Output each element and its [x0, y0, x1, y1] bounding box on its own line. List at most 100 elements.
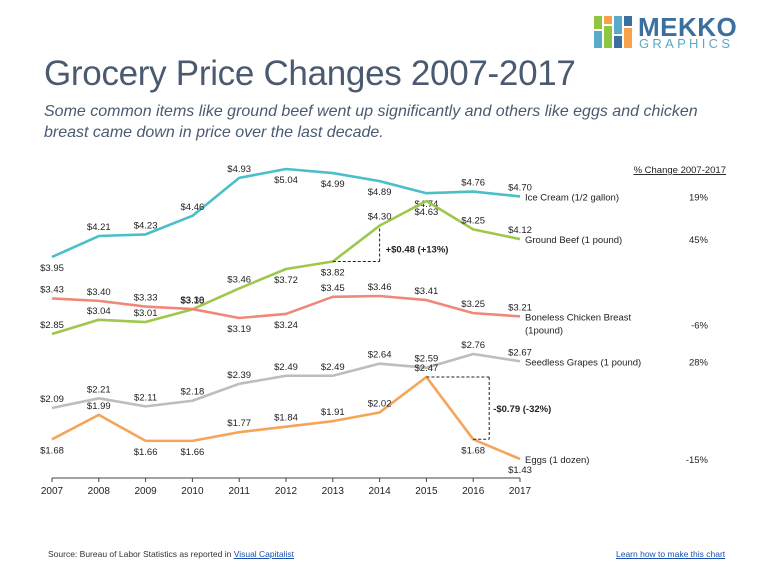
visual-capitalist-link[interactable]: Visual Capitalist: [233, 549, 295, 559]
grapes-point-label: $2.49: [321, 362, 345, 373]
grapes-point-label: $2.18: [181, 387, 205, 398]
eggs-line: [51, 375, 521, 461]
chicken-point-label: $3.30: [181, 295, 205, 306]
x-tick-label: 2013: [322, 486, 345, 497]
x-tick-label: 2010: [181, 486, 204, 497]
eggs-point-label: $1.91: [321, 407, 345, 418]
ground-beef-point-label: $3.01: [134, 308, 158, 319]
eggs-point-label: $1.84: [274, 413, 298, 424]
chicken-point-label: $3.24: [274, 320, 298, 331]
ice-cream-point-label: $4.23: [134, 220, 158, 231]
logo-block-orange-2: [624, 28, 632, 48]
eggs-point-label: $2.02: [368, 398, 392, 409]
ice-cream-point-label: $4.46: [181, 202, 205, 213]
chicken-point-label: $3.21: [508, 302, 532, 313]
x-tick-label: 2012: [275, 486, 298, 497]
ground-beef-series-label: Ground Beef (1 pound): [525, 235, 622, 246]
eggs-change-value: -15%: [686, 455, 709, 466]
ice-cream-point-label: $5.04: [274, 175, 298, 186]
page-title: Grocery Price Changes 2007-2017: [44, 54, 576, 93]
logo-block-darkblue-2: [614, 36, 622, 48]
grapes-change-value: 28%: [689, 357, 709, 368]
eggs-point-label: $1.68: [40, 445, 64, 456]
mekko-logo: MEKKO GRAPHICS: [590, 12, 760, 51]
source-text: Source: Bureau of Labor Statistics as re…: [48, 549, 234, 559]
chicken-point-label: $3.46: [368, 282, 392, 293]
line-chart: 2007 2008 2009 2010 2011 2012 2013 2014 2015 2016…: [40, 164, 726, 497]
chicken-point-label: $3.45: [321, 283, 345, 294]
chicken-point-label: $3.19: [227, 324, 251, 335]
ground-beef-line: [51, 199, 521, 336]
grapes-point-label: $2.21: [87, 384, 111, 395]
eggs-point-label: $1.66: [134, 447, 158, 458]
grapes-point-label: $2.67: [508, 347, 532, 358]
eggs-point-label: $1.68: [461, 445, 485, 456]
x-tick-label: 2015: [415, 486, 438, 497]
logo-block-green-2: [604, 26, 612, 48]
logo-word-graphics: GRAPHICS: [639, 36, 734, 51]
chicken-series-label-line2: (1pound): [525, 325, 563, 336]
grapes-point-label: $2.76: [461, 340, 485, 351]
x-tick-label: 2007: [41, 486, 64, 497]
ground-beef-point-label: $3.18: [181, 295, 205, 306]
ice-cream-change-value: 19%: [689, 192, 709, 203]
chicken-point-label: $3.43: [40, 284, 64, 295]
chicken-point-label: $3.33: [134, 293, 158, 304]
ground-beef-point-label: $3.72: [274, 275, 298, 286]
eggs-point-label: $1.77: [227, 418, 251, 429]
grapes-point-label: $2.49: [274, 362, 298, 373]
ice-cream-point-label: $4.99: [321, 179, 345, 190]
ground-beef-point-label: $2.85: [40, 320, 64, 331]
page-subtitle: Some common items like ground beef went …: [44, 103, 698, 141]
grapes-point-label: $2.11: [134, 392, 157, 403]
annotation-label: -$0.79 (-32%): [493, 404, 551, 415]
ice-cream-point-label: $4.70: [508, 182, 532, 193]
ground-beef-point-label: $3.04: [87, 306, 111, 317]
chicken-point-label: $3.25: [461, 299, 485, 310]
logo-block-lightblue: [614, 16, 622, 34]
ice-cream-point-label: $4.89: [368, 187, 392, 198]
annotation-label: +$0.48 (+13%): [386, 245, 449, 256]
logo-block-orange: [604, 16, 612, 24]
logo-block-darkblue: [624, 16, 632, 26]
eggs-point-label: $2.47: [415, 363, 439, 374]
ice-cream-line: [51, 167, 521, 259]
chicken-line: [51, 294, 521, 320]
chicken-point-label: $3.41: [415, 286, 439, 297]
x-tick-label: 2009: [134, 486, 157, 497]
ground-beef-point-label: $4.25: [461, 215, 485, 226]
mekko-logo-icon: [594, 16, 632, 48]
ground-beef-point-label: $3.82: [321, 268, 345, 279]
ground-beef-change-value: 45%: [689, 235, 709, 246]
ice-cream-point-label: $4.21: [87, 222, 111, 233]
ground-beef-point-label: $4.30: [368, 212, 392, 223]
x-tick-label: 2014: [368, 486, 391, 497]
change-header: % Change 2007-2017: [634, 165, 726, 176]
x-tick-label: 2017: [509, 486, 532, 497]
ground-beef-point-label: $3.46: [227, 274, 251, 285]
ice-cream-point-label: $4.93: [227, 164, 251, 175]
grapes-line: [51, 352, 521, 410]
ice-cream-point-label: $4.74: [415, 199, 439, 210]
source-note: Source: Bureau of Labor Statistics as re…: [48, 549, 294, 559]
ground-beef-point-label: $4.12: [508, 225, 532, 236]
logo-block-green: [594, 16, 602, 29]
grapes-point-label: $2.64: [368, 350, 392, 361]
chicken-point-label: $3.40: [87, 287, 111, 298]
ice-cream-point-label: $3.95: [40, 263, 64, 274]
logo-block-lightblue-2: [594, 31, 602, 48]
grapes-point-label: $2.09: [40, 394, 64, 405]
ice-cream-point-label: $4.76: [461, 178, 485, 189]
x-tick-label: 2008: [88, 486, 111, 497]
eggs-series-label: Eggs (1 dozen): [525, 455, 589, 466]
x-tick-label: 2011: [228, 486, 250, 497]
chicken-series-label: Boneless Chicken Breast: [525, 312, 631, 323]
learn-how-link[interactable]: Learn how to make this chart: [616, 549, 726, 559]
logo-word-mekko: MEKKO: [638, 12, 738, 42]
x-tick-label: 2016: [462, 486, 485, 497]
grapes-point-label: $2.39: [227, 370, 251, 381]
grapes-series-label: Seedless Grapes (1 pound): [525, 357, 641, 368]
eggs-point-label: $1.99: [87, 401, 111, 412]
ice-cream-series-label: Ice Cream (1/2 gallon): [525, 192, 619, 203]
